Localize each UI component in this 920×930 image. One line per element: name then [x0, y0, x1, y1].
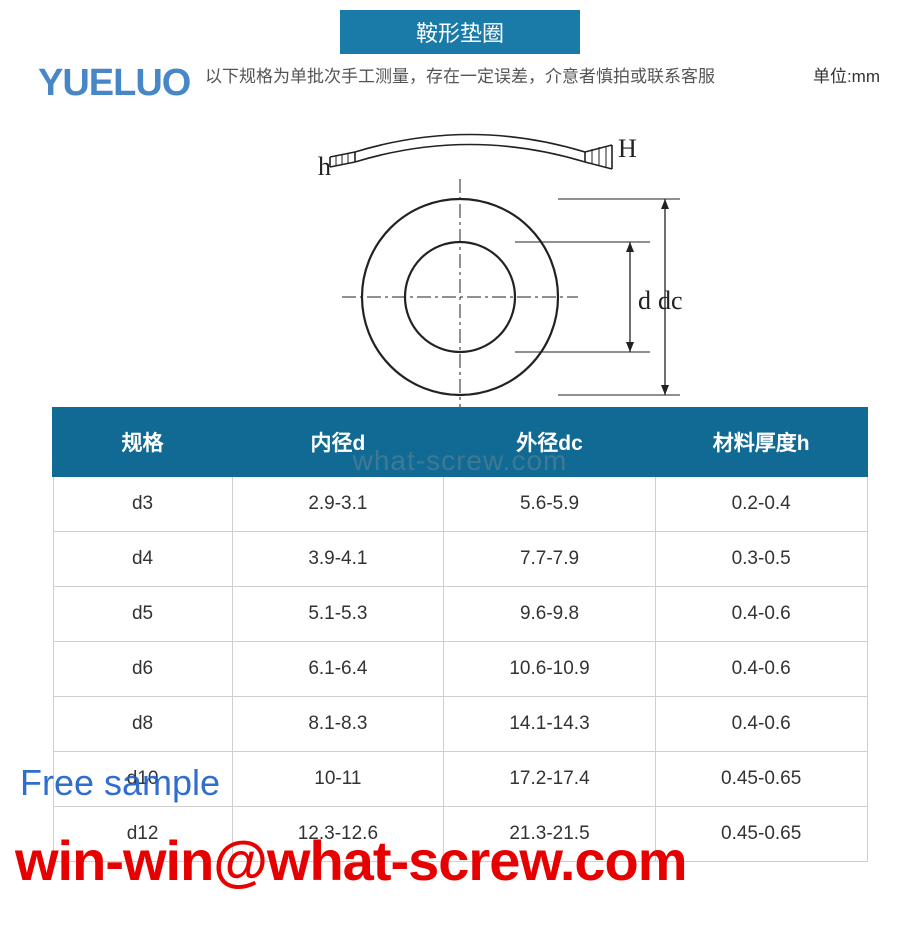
table-row: d43.9-4.17.7-7.90.3-0.5: [53, 532, 867, 587]
table-cell: 7.7-7.9: [444, 532, 656, 587]
table-cell: 5.6-5.9: [444, 476, 656, 532]
col-header: 外径dc: [444, 408, 656, 476]
note-line: 以下规格为单批次手工测量，存在一定误差，介意者慎拍或联系客服 单位:mm: [40, 62, 880, 87]
label-H: H: [618, 134, 637, 163]
table-cell: 0.4-0.6: [655, 697, 867, 752]
table-cell: d3: [53, 476, 232, 532]
unit-label: 单位:mm: [813, 62, 880, 87]
table-row: d88.1-8.314.1-14.30.4-0.6: [53, 697, 867, 752]
table-cell: 8.1-8.3: [232, 697, 444, 752]
table-cell: d4: [53, 532, 232, 587]
table-cell: 2.9-3.1: [232, 476, 444, 532]
table-cell: 0.2-0.4: [655, 476, 867, 532]
table-row: d32.9-3.15.6-5.90.2-0.4: [53, 476, 867, 532]
table-cell: 5.1-5.3: [232, 587, 444, 642]
table-cell: d5: [53, 587, 232, 642]
col-header: 内径d: [232, 408, 444, 476]
spec-table-header-row: 规格内径d外径dc材料厚度h: [53, 408, 867, 476]
table-cell: 0.4-0.6: [655, 587, 867, 642]
free-sample-overlay: Free sample: [20, 762, 220, 804]
table-cell: 0.45-0.65: [655, 807, 867, 862]
title-text: 鞍形垫圈: [416, 21, 504, 46]
label-d: d: [638, 286, 651, 315]
washer-diagram: h H d dc: [0, 97, 920, 407]
table-cell: 0.3-0.5: [655, 532, 867, 587]
label-h: h: [318, 152, 331, 181]
table-cell: 6.1-6.4: [232, 642, 444, 697]
table-cell: d6: [53, 642, 232, 697]
table-cell: d8: [53, 697, 232, 752]
table-cell: 9.6-9.8: [444, 587, 656, 642]
table-cell: 17.2-17.4: [444, 752, 656, 807]
label-dc: dc: [658, 286, 683, 315]
table-cell: 3.9-4.1: [232, 532, 444, 587]
col-header: 材料厚度h: [655, 408, 867, 476]
note-text: 以下规格为单批次手工测量，存在一定误差，介意者慎拍或联系客服: [205, 67, 715, 86]
table-row: d55.1-5.39.6-9.80.4-0.6: [53, 587, 867, 642]
table-cell: 0.45-0.65: [655, 752, 867, 807]
table-cell: 0.4-0.6: [655, 642, 867, 697]
table-cell: 14.1-14.3: [444, 697, 656, 752]
table-row: d66.1-6.410.6-10.90.4-0.6: [53, 642, 867, 697]
table-cell: 10-11: [232, 752, 444, 807]
title-banner: 鞍形垫圈: [340, 10, 580, 54]
email-overlay: win-win@what-screw.com: [15, 828, 687, 893]
col-header: 规格: [53, 408, 232, 476]
table-cell: 10.6-10.9: [444, 642, 656, 697]
